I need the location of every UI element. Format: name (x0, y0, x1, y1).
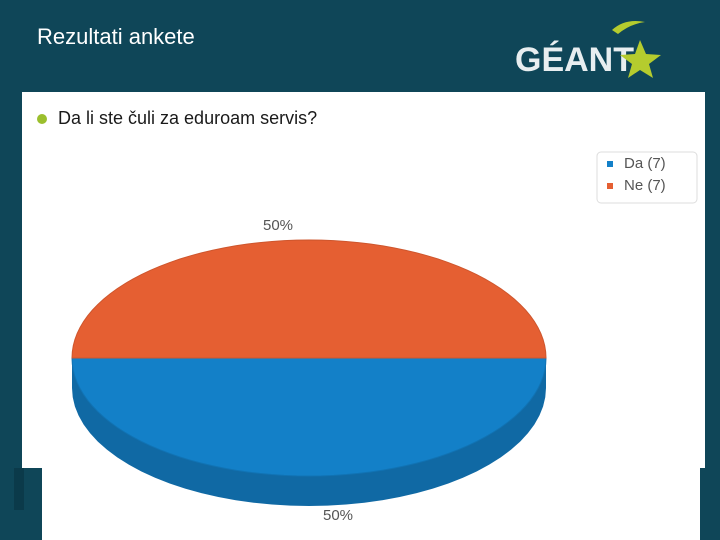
pie-slice (71, 239, 547, 359)
legend-label: Ne (7) (624, 177, 666, 194)
legend-swatch (607, 161, 613, 167)
legend-swatch (607, 183, 613, 189)
logo-leaf (612, 21, 645, 34)
bullet-text: Da li ste čuli za eduroam servis? (58, 108, 317, 128)
legend-box (596, 151, 698, 204)
slide-title: Rezultati ankete (37, 24, 195, 49)
bullet-dot (37, 114, 47, 124)
logo-star (620, 40, 661, 78)
pie-wall (72, 358, 546, 506)
pie-slice (71, 357, 547, 477)
panel-edge (14, 468, 24, 510)
logo: GÉANT (515, 41, 634, 79)
data-label: 50% (323, 507, 353, 524)
data-label: 50% (263, 217, 293, 234)
legend-label: Da (7) (624, 155, 666, 172)
pie-chart: 50% 50% Da (7) Ne (7) (71, 155, 666, 524)
